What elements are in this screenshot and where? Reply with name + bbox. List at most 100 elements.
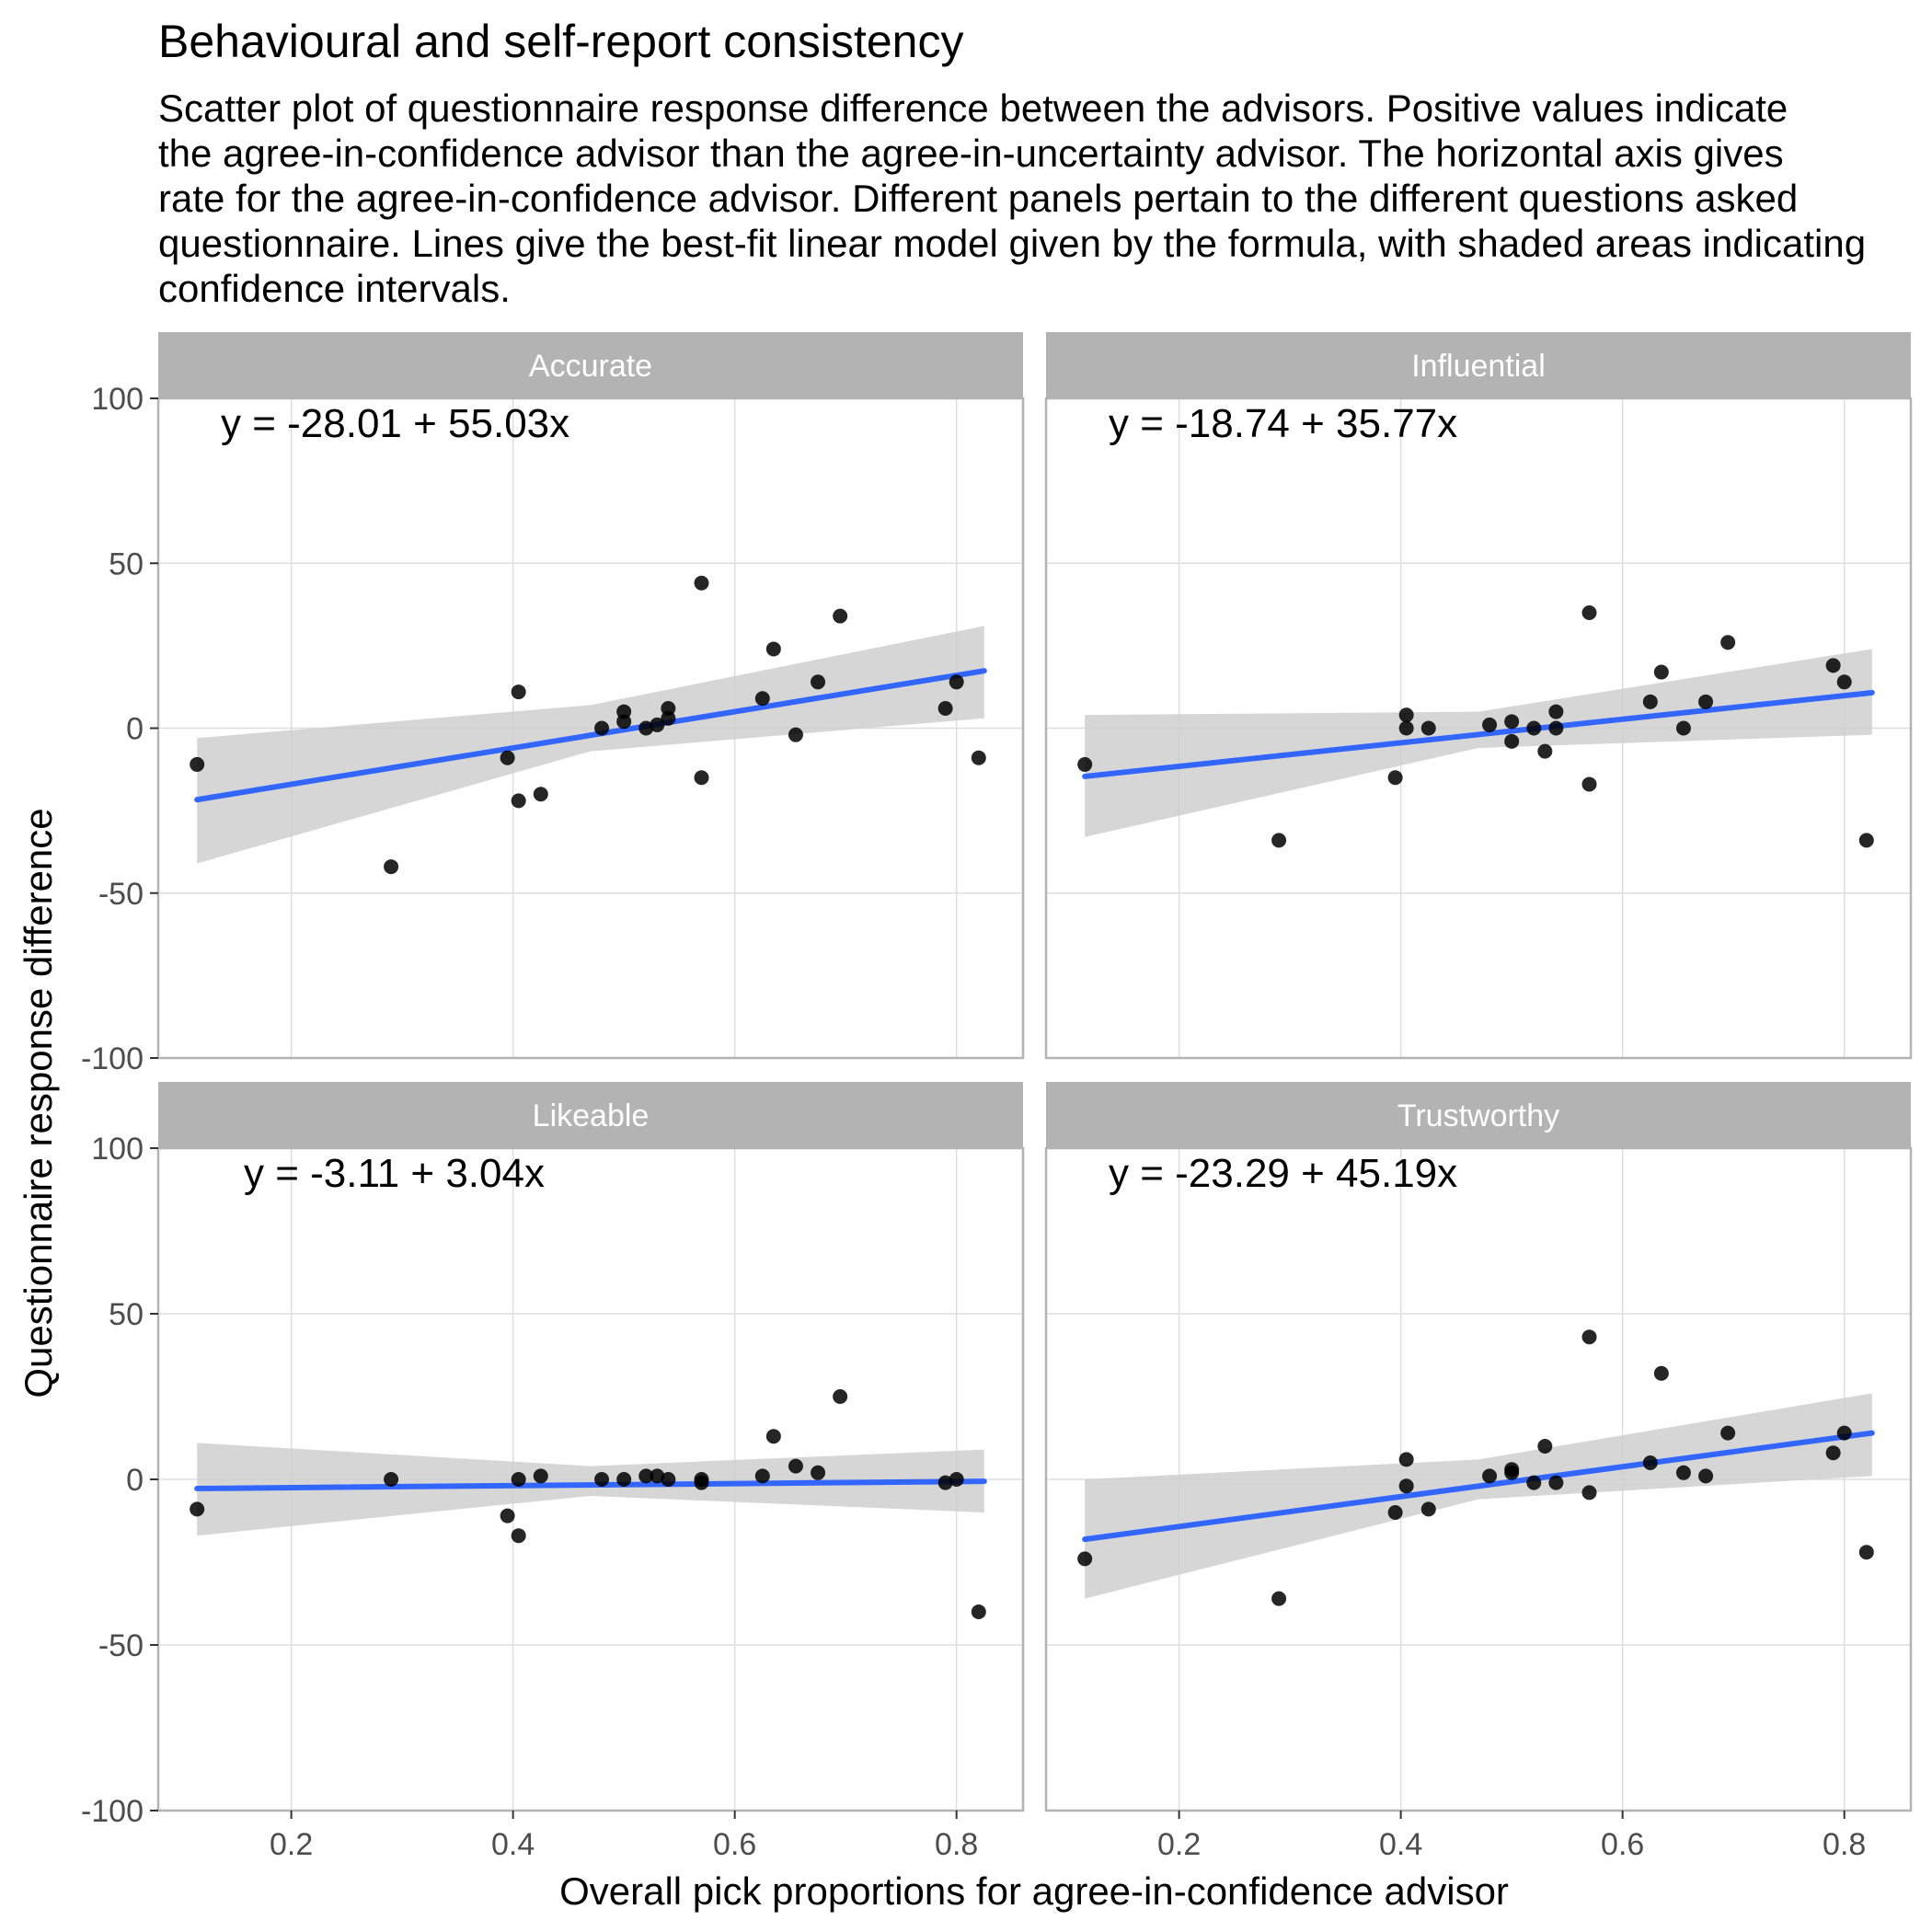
chart-title: Behavioural and self-report consistency (158, 16, 963, 67)
data-point (788, 727, 803, 742)
facet-panel-accurate: Accurate y = -28.01 + 55.03x -100 -50 0 50 100 (81, 332, 1025, 1076)
data-point (1653, 664, 1669, 680)
data-point (1504, 733, 1520, 749)
data-point (1077, 1551, 1093, 1567)
data-point (1482, 717, 1498, 732)
subtitle-line: rate for the agree-in-confidence advisor… (158, 177, 1798, 220)
data-point (1420, 720, 1436, 736)
data-point (1581, 1329, 1597, 1345)
facet-strip (1046, 1082, 1911, 1148)
data-point (1398, 1478, 1414, 1494)
data-point (616, 714, 632, 730)
data-point (1482, 1468, 1498, 1484)
x-tick-label: 0.8 (935, 1827, 978, 1862)
regression-equation: y = -23.29 + 45.19x (1109, 1151, 1457, 1196)
data-point (511, 1472, 526, 1487)
y-tick-label: -100 (81, 1041, 144, 1076)
data-point (661, 700, 676, 716)
regression-equation: y = -28.01 + 55.03x (221, 401, 569, 446)
y-tick-label: -50 (98, 1628, 144, 1663)
data-point (1825, 1445, 1841, 1461)
data-point (1836, 1425, 1852, 1441)
facet-strip-label: Influential (1411, 349, 1546, 384)
data-point (765, 641, 781, 657)
data-point (1548, 1475, 1564, 1490)
fit-line (194, 1478, 987, 1491)
data-point (661, 1472, 676, 1487)
data-point (971, 1604, 986, 1619)
y-tick-label: 100 (91, 1132, 144, 1167)
data-point (1548, 720, 1564, 736)
facet-strip-label: Accurate (529, 349, 652, 384)
facet-panel-likeable: Likeable y = -3.11 + 3.04x -100 -50 0 50 100 0.… (81, 1082, 1025, 1862)
facet-panels: Accurate y = -28.01 + 55.03x -100 -50 0 50 100… (81, 332, 1913, 1862)
confidence-band (1085, 1393, 1872, 1599)
data-point (1398, 1452, 1414, 1467)
data-point (650, 1468, 665, 1484)
data-point (384, 1472, 399, 1487)
data-point (1581, 1485, 1597, 1501)
data-point (638, 1468, 654, 1484)
data-point (765, 1429, 781, 1444)
y-tick-label: 100 (91, 382, 144, 417)
data-point (694, 1475, 709, 1490)
facet-strip (158, 332, 1023, 398)
data-point (1698, 1468, 1714, 1484)
data-point (1858, 1545, 1874, 1560)
y-tick-label: 0 (126, 712, 144, 747)
fit-line (1082, 689, 1875, 779)
data-point (533, 787, 548, 802)
facet-strip (158, 1082, 1023, 1148)
fit-line (194, 668, 987, 803)
data-point (1836, 674, 1852, 690)
regression-equation: y = -18.74 + 35.77x (1109, 401, 1457, 446)
facet-strip-label: Likeable (533, 1098, 650, 1133)
data-point (1720, 635, 1736, 650)
data-point (500, 1508, 515, 1524)
subtitle-line: confidence intervals. (158, 267, 511, 310)
y-tick-label: 50 (109, 1297, 144, 1332)
subtitle-line: Scatter plot of questionnaire response d… (158, 86, 1788, 130)
data-point (594, 1472, 610, 1487)
data-point (833, 608, 848, 624)
chart-subtitle: Scatter plot of questionnaire response d… (158, 86, 1866, 310)
data-point (1387, 770, 1403, 786)
x-tick-label: 0.8 (1823, 1827, 1866, 1862)
data-point (1077, 756, 1093, 772)
fit-line (1082, 1430, 1875, 1543)
data-point (811, 674, 826, 690)
data-point (1858, 833, 1874, 848)
data-point (190, 1501, 205, 1517)
data-point (937, 700, 953, 716)
data-point (1720, 1425, 1736, 1441)
x-axis-title: Overall pick proportions for agree-in-co… (559, 1869, 1509, 1913)
x-tick-label: 0.2 (270, 1827, 313, 1862)
data-point (1526, 1475, 1542, 1490)
subtitle-line: the agree-in-confidence advisor than the… (158, 132, 1784, 175)
data-point (1548, 704, 1564, 719)
data-point (1537, 743, 1553, 759)
facet-panel-trustworthy: Trustworthy y = -23.29 + 45.19x 0.2 0.4 0.6 0… (1044, 1082, 1913, 1862)
x-tick-label: 0.4 (491, 1827, 535, 1862)
y-tick-label: -50 (98, 877, 144, 912)
data-point (1398, 707, 1414, 723)
panel-border (1044, 397, 1913, 1060)
data-point (500, 750, 515, 765)
confidence-band (1085, 649, 1872, 837)
data-point (190, 756, 205, 772)
data-point (1504, 714, 1520, 730)
y-tick-label: 50 (109, 546, 144, 581)
data-point (511, 1528, 526, 1544)
data-point (1642, 1455, 1658, 1470)
subtitle-line: questionnaire. Lines give the best-fit l… (158, 222, 1866, 265)
data-point (1581, 605, 1597, 621)
data-point (616, 1472, 632, 1487)
data-point (1398, 720, 1414, 736)
data-point (650, 717, 665, 732)
data-point (754, 691, 770, 707)
data-point (511, 684, 526, 700)
data-point (833, 1389, 848, 1404)
data-point (937, 1475, 953, 1490)
data-point (1825, 658, 1841, 673)
